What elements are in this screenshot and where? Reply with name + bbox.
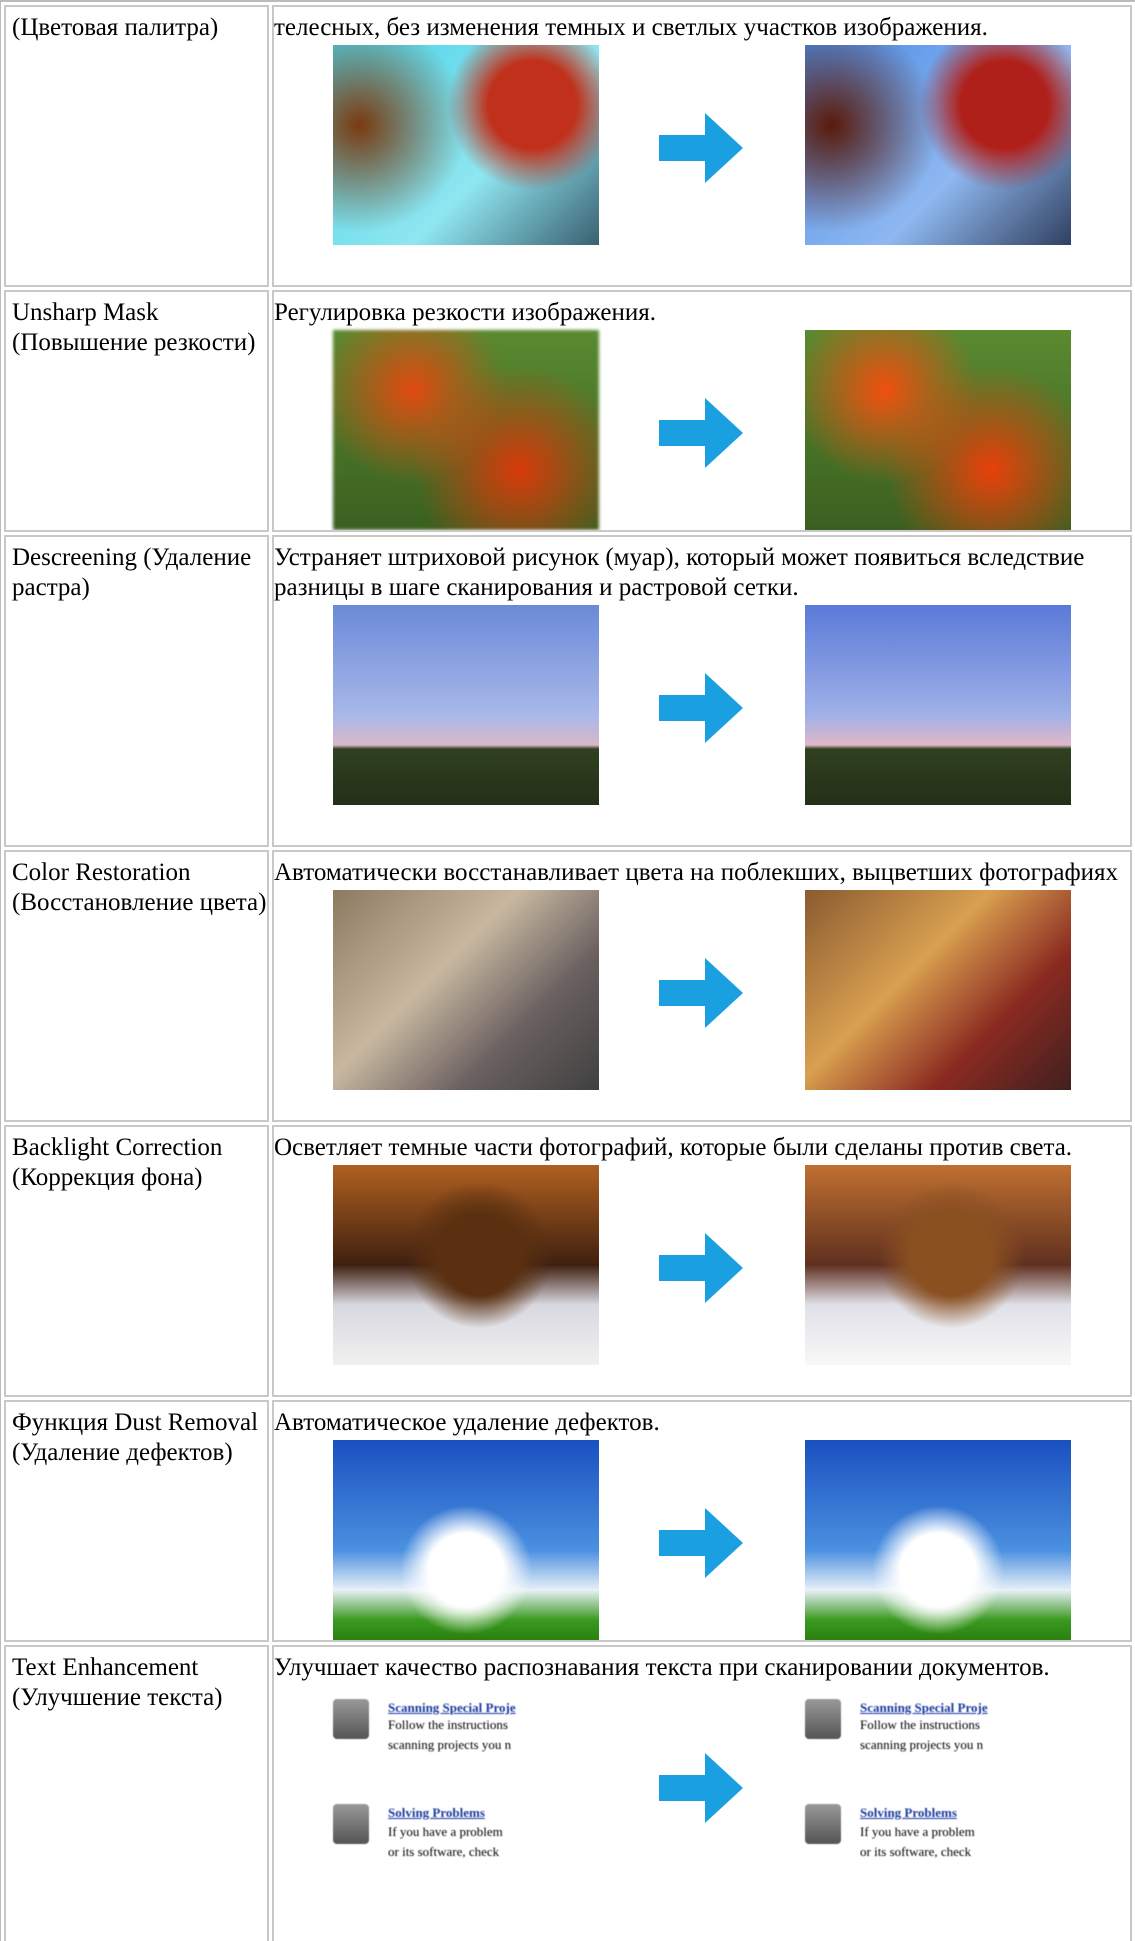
example-figures — [274, 1440, 1130, 1640]
table-row: Descreening (Удаление растра) Устраняет ш… — [4, 535, 1132, 847]
arrow-icon — [659, 1753, 743, 1823]
sample-icon — [805, 1804, 841, 1844]
sample-text: scanning projects you n — [388, 1737, 512, 1752]
description-text: Регулировка резкости изображения. — [274, 299, 656, 326]
example-figures — [274, 45, 1130, 245]
example-figures — [274, 330, 1130, 530]
arrow-icon — [659, 673, 743, 743]
sample-text: Solving Problems — [860, 1805, 957, 1820]
sample-text: or its software, check — [388, 1844, 500, 1859]
table-row: Color Restoration (Восстановление цвета)… — [4, 850, 1132, 1122]
feature-name: Text Enhancement (Улучшение текста) — [4, 1645, 269, 1941]
arrow-icon — [659, 398, 743, 468]
example-image-after — [805, 1440, 1071, 1640]
feature-name: Color Restoration (Восстановление цвета) — [4, 850, 269, 1122]
table-row: Text Enhancement (Улучшение текста) Улучш… — [4, 1645, 1132, 1941]
feature-description: Осветляет темные части фотографий, котор… — [272, 1125, 1132, 1397]
feature-name: (Цветовая палитра) — [4, 5, 269, 287]
feature-description: Автоматическое удаление дефектов. — [272, 1400, 1132, 1642]
description-text: Улучшает качество распознавания текста п… — [274, 1654, 1050, 1681]
sample-text: Follow the instructions — [388, 1717, 508, 1732]
sample-text: or its software, check — [860, 1844, 972, 1859]
sample-text: If you have a problem — [860, 1824, 975, 1839]
example-image-before — [333, 1165, 599, 1365]
arrow-icon — [659, 113, 743, 183]
description-text: телесных, без изменения темных и светлых… — [274, 14, 988, 41]
feature-description: телесных, без изменения темных и светлых… — [272, 5, 1132, 287]
arrow-icon — [659, 1508, 743, 1578]
example-image-before — [333, 890, 599, 1090]
description-text: Осветляет темные части фотографий, котор… — [274, 1134, 1073, 1161]
example-figures: Scanning Special Proje Follow the instruc… — [274, 1685, 1130, 1885]
example-image-after — [805, 330, 1071, 530]
table-row: Backlight Correction (Коррекция фона) Осв… — [4, 1125, 1132, 1397]
feature-description: Улучшает качество распознавания текста п… — [272, 1645, 1132, 1941]
sample-icon — [333, 1804, 369, 1844]
feature-name: Функция Dust Removal (Удаление дефектов) — [4, 1400, 269, 1642]
table-row: (Цветовая палитра) телесных, без изменени… — [4, 5, 1132, 287]
feature-description: Автоматически восстанавливает цвета на п… — [272, 850, 1132, 1122]
sample-text: Solving Problems — [388, 1805, 485, 1820]
example-image-after — [805, 1165, 1071, 1365]
sample-icon — [805, 1699, 841, 1739]
description-text: Автоматически восстанавливает цвета на п… — [274, 859, 1119, 886]
sample-text: scanning projects you n — [860, 1737, 984, 1752]
example-figures — [274, 890, 1130, 1090]
arrow-icon — [659, 958, 743, 1028]
sample-text: If you have a problem — [388, 1824, 503, 1839]
description-text: Автоматическое удаление дефектов. — [274, 1409, 660, 1436]
example-figures — [274, 1165, 1130, 1365]
example-figures — [274, 605, 1130, 805]
example-image-after — [805, 605, 1071, 805]
table-row: Функция Dust Removal (Удаление дефектов)… — [4, 1400, 1132, 1642]
example-image-after: Scanning Special Proje Follow the instruc… — [805, 1685, 1071, 1885]
example-image-before — [333, 45, 599, 245]
feature-name: Unsharp Mask (Повышение резкости) — [4, 290, 269, 532]
description-text: Устраняет штриховой рисунок (муар), кото… — [274, 544, 1085, 601]
feature-name: Descreening (Удаление растра) — [4, 535, 269, 847]
arrow-icon — [659, 1233, 743, 1303]
sample-icon — [333, 1699, 369, 1739]
sample-text: Follow the instructions — [860, 1717, 980, 1732]
example-image-before: Scanning Special Proje Follow the instruc… — [333, 1685, 599, 1885]
example-image-before — [333, 330, 599, 530]
sample-text: Scanning Special Proje — [860, 1700, 988, 1715]
feature-description: Устраняет штриховой рисунок (муар), кото… — [272, 535, 1132, 847]
feature-name: Backlight Correction (Коррекция фона) — [4, 1125, 269, 1397]
example-image-after — [805, 45, 1071, 245]
example-image-before — [333, 1440, 599, 1640]
table-row: Unsharp Mask (Повышение резкости) Регулир… — [4, 290, 1132, 532]
example-image-before — [333, 605, 599, 805]
feature-description: Регулировка резкости изображения. — [272, 290, 1132, 532]
sample-text: Scanning Special Proje — [388, 1700, 516, 1715]
example-image-after — [805, 890, 1071, 1090]
